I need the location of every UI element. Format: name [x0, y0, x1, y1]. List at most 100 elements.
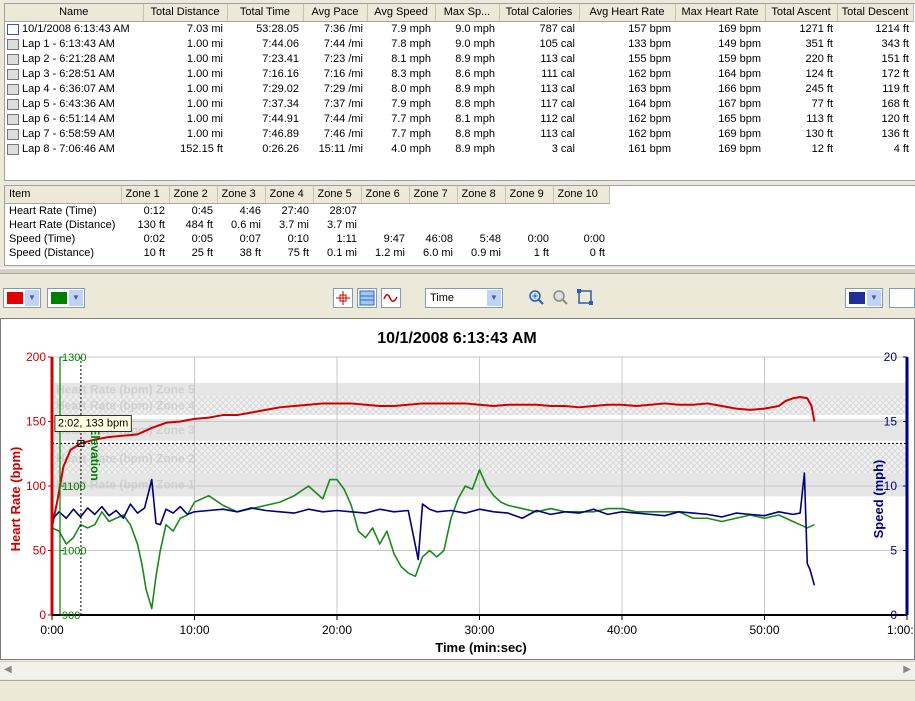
cell-value: 113 cal	[540, 53, 575, 65]
lap-row[interactable]: 10/1/2008 6:13:43 AM 7.03 mi 53:28.05 7:36 …	[5, 22, 913, 38]
table-cell: 119 ft	[837, 82, 913, 97]
cell-value: 157 bpm	[628, 23, 671, 35]
smoothing-button[interactable]	[381, 288, 401, 308]
zone-band	[54, 382, 907, 396]
table-cell: 1.00 mi	[143, 67, 227, 82]
lap-row[interactable]: Lap 3 - 6:28:51 AM 1.00 mi 7:16.16 7:16 /mi…	[5, 67, 913, 82]
cell-value: 343 ft	[881, 38, 909, 50]
cell-value: 46:08	[425, 233, 453, 245]
column-header[interactable]: Zone 8	[457, 186, 506, 204]
column-header[interactable]: Zone 4	[265, 186, 314, 204]
zone-row[interactable]: Speed (Time) 0:02 0:05 0:07 0:10 1:11 9:47 46:0…	[5, 232, 609, 246]
column-header[interactable]: Avg Heart Rate	[579, 4, 676, 22]
cell-value: 1.2 mi	[375, 247, 405, 259]
table-cell: Heart Rate (Time)	[5, 204, 121, 219]
cell-value: 8.3 mph	[391, 68, 431, 80]
lap-row[interactable]: Lap 6 - 6:51:14 AM 1.00 mi 7:44.91 7:44 /mi…	[5, 112, 913, 127]
cell-value: 136 ft	[881, 128, 909, 140]
column-header[interactable]: Zone 5	[313, 186, 362, 204]
heart-rate-tick-label: 0	[39, 608, 46, 622]
left-axis-color-picker[interactable]: ▼	[3, 288, 41, 308]
cell-value: 164 bpm	[628, 98, 671, 110]
column-header[interactable]: Total Ascent	[765, 4, 838, 22]
chevron-down-icon: ▼	[867, 290, 881, 306]
column-header[interactable]: Item	[5, 186, 122, 204]
scroll-right-icon[interactable]: ▶	[903, 664, 911, 675]
cell-value: Lap 1 - 6:13:43 AM	[22, 38, 115, 50]
column-header[interactable]: Zone 9	[505, 186, 554, 204]
table-cell: 164 bpm	[675, 67, 765, 82]
column-header[interactable]: Total Descent	[837, 4, 914, 22]
extra-color-picker[interactable]	[889, 288, 915, 308]
cell-value: 7:44 /mi	[323, 38, 363, 50]
scroll-left-icon[interactable]: ◀	[4, 664, 12, 675]
column-header[interactable]: Zone 10	[553, 186, 610, 204]
x-axis-select[interactable]: Time ▼	[425, 288, 503, 308]
lap-summary-table: Name Total Distance Total Time Avg Pace Avg …	[4, 3, 915, 181]
chart-axes: 0:0010:0020:0030:0040:0050:001:00:000501…	[26, 350, 915, 637]
column-header[interactable]: Zone 2	[169, 186, 218, 204]
column-header[interactable]: Total Calories	[499, 4, 580, 22]
table-cell: 7:16 /mi	[303, 67, 367, 82]
column-header[interactable]: Total Time	[227, 4, 304, 22]
zone-row[interactable]: Heart Rate (Time) 0:12 0:45 4:46 27:40 28:07	[5, 204, 609, 219]
column-header[interactable]: Avg Pace	[303, 4, 368, 22]
table-cell: 7.9 mph	[367, 97, 435, 112]
column-header[interactable]: Max Sp...	[435, 4, 500, 22]
elevation-color-picker[interactable]: ▼	[47, 288, 85, 308]
table-cell: 245 ft	[765, 82, 837, 97]
table-cell: 1:11	[313, 232, 361, 246]
cell-value: Heart Rate (Time)	[9, 205, 97, 217]
table-cell: 25 ft	[169, 246, 217, 260]
column-header[interactable]: Max Heart Rate	[675, 4, 766, 22]
table-cell: 0.1 mi	[313, 246, 361, 260]
table-cell: 1.2 mi	[361, 246, 409, 260]
cell-value: 7:29.02	[262, 83, 299, 95]
table-cell: 7:29.02	[227, 82, 303, 97]
table-cell: 7.7 mph	[367, 112, 435, 127]
table-cell: 7:44.91	[227, 112, 303, 127]
column-header[interactable]: Avg Speed	[367, 4, 436, 22]
cell-value: Lap 4 - 6:36:07 AM	[22, 83, 115, 95]
lap-row[interactable]: Lap 2 - 6:21:28 AM 1.00 mi 7:23.41 7:23 /mi…	[5, 52, 913, 67]
lap-row[interactable]: Lap 7 - 6:58:59 AM 1.00 mi 7:46.89 7:46 /mi…	[5, 127, 913, 142]
elevation-tick-label: 1000	[62, 546, 86, 558]
zoom-fit-button[interactable]	[576, 288, 596, 308]
crosshair-button[interactable]	[333, 288, 353, 308]
lap-row[interactable]: Lap 4 - 6:36:07 AM 1.00 mi 7:29.02 7:29 /mi…	[5, 82, 913, 97]
column-header[interactable]: Zone 7	[409, 186, 458, 204]
lap-row[interactable]: Lap 8 - 7:06:46 AM 152.15 ft 0:26.26 15:11 …	[5, 142, 913, 157]
zone-row[interactable]: Heart Rate (Distance) 130 ft 484 ft 0.6 mi 3…	[5, 218, 609, 232]
elevation-axis-label: Elevation	[88, 427, 102, 480]
column-header[interactable]: Zone 6	[361, 186, 410, 204]
column-header[interactable]: Zone 1	[121, 186, 170, 204]
column-header[interactable]: Name	[5, 4, 144, 22]
horizontal-scrollbar[interactable]: ◀ ▶	[0, 661, 915, 679]
zoom-out-button[interactable]	[551, 288, 571, 308]
table-cell: 484 ft	[169, 218, 217, 232]
pane-splitter[interactable]	[0, 268, 915, 274]
lap-row[interactable]: Lap 5 - 6:43:36 AM 1.00 mi 7:37.34 7:37 /mi…	[5, 97, 913, 112]
speed-color-picker[interactable]: ▼	[845, 288, 883, 308]
column-header[interactable]: Zone 3	[217, 186, 266, 204]
table-cell: 0:26.26	[227, 142, 303, 157]
table-cell: 169 bpm	[675, 127, 765, 142]
column-header[interactable]: Total Distance	[143, 4, 228, 22]
cell-value: 8.9 mph	[455, 143, 495, 155]
zone-row[interactable]: Speed (Distance) 10 ft 25 ft 38 ft 75 ft 0.1 …	[5, 246, 609, 260]
table-cell: 166 bpm	[675, 82, 765, 97]
activity-chart[interactable]: Heart Rate (bpm) Zone 5 Heart Rate (bpm) …	[0, 318, 915, 660]
speed-tick-label: 10	[884, 479, 898, 493]
table-cell: 38 ft	[217, 246, 265, 260]
table-cell: 164 bpm	[579, 97, 675, 112]
lap-table: Name Total Distance Total Time Avg Pace Avg …	[5, 4, 914, 157]
cell-value: 0.6 mi	[231, 219, 261, 231]
lap-row[interactable]: Lap 1 - 6:13:43 AM 1.00 mi 7:44.06 7:44 /mi…	[5, 37, 913, 52]
cell-value: 7:44.06	[262, 38, 299, 50]
fit-icon	[577, 289, 593, 305]
cell-value: Speed (Distance)	[9, 247, 94, 259]
zoom-in-button[interactable]	[527, 288, 547, 308]
zone-bands-button[interactable]	[357, 288, 377, 308]
table-cell: 0:07	[217, 232, 265, 246]
table-cell: 130 ft	[765, 127, 837, 142]
